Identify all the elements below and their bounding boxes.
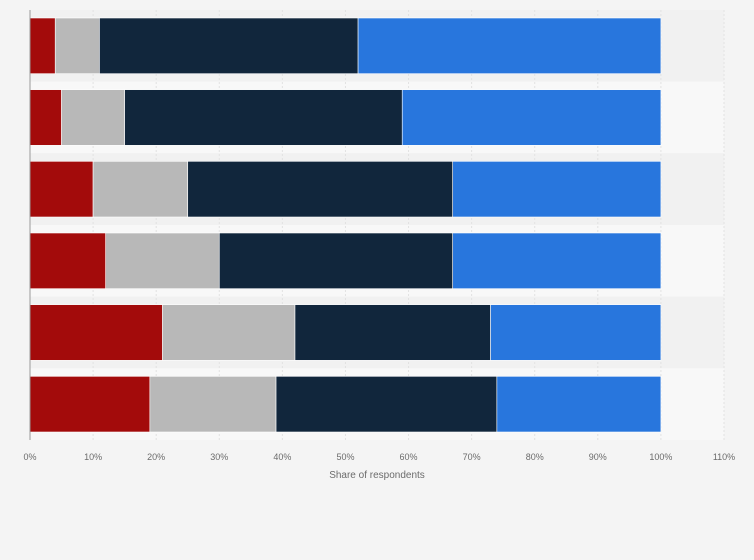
bar-segment-4: [496, 376, 662, 433]
row-bands: [30, 10, 724, 440]
bar-segment-2: [54, 17, 100, 74]
bar-segment-4: [490, 304, 662, 361]
x-tick-label: 80%: [526, 452, 544, 462]
bar-segment-3: [187, 161, 454, 218]
bar-segment-4: [452, 232, 662, 289]
x-tick-label: 60%: [400, 452, 418, 462]
x-tick-label: 90%: [589, 452, 607, 462]
x-tick-label: 70%: [463, 452, 481, 462]
bar-segment-3: [218, 232, 454, 289]
x-tick-label: 40%: [273, 452, 291, 462]
x-tick-label: 110%: [713, 452, 735, 462]
bar-segment-2: [105, 232, 220, 289]
bar-segment-3: [294, 304, 491, 361]
x-tick-label: 50%: [336, 452, 354, 462]
x-tick-labels: 0% 10% 20% 30% 40% 50% 60% 70% 80% 90% 100% 110%: [23, 452, 735, 462]
bar-segment-2: [61, 89, 125, 146]
bar-segment-2: [92, 161, 189, 218]
bar-segment-1: [29, 17, 56, 74]
bars: [29, 17, 662, 433]
bar-segment-4: [401, 89, 662, 146]
bar-segment-3: [275, 376, 498, 433]
bar-segment-1: [29, 304, 163, 361]
bar-segment-2: [162, 304, 296, 361]
bar-segment-1: [29, 376, 151, 433]
bar-segment-1: [29, 89, 62, 146]
bar-segment-4: [452, 161, 662, 218]
bar-segment-1: [29, 232, 107, 289]
x-tick-label: 20%: [147, 452, 165, 462]
x-tick-label: 100%: [649, 452, 672, 462]
bar-segment-3: [124, 89, 403, 146]
bar-segment-3: [99, 17, 359, 74]
x-tick-label: 30%: [210, 452, 228, 462]
x-tick-label: 0%: [23, 452, 36, 462]
bar-segment-4: [357, 17, 662, 74]
bar-segment-2: [149, 376, 277, 433]
bar-segment-1: [29, 161, 94, 218]
x-tick-label: 10%: [84, 452, 102, 462]
x-axis-title: Share of respondents: [329, 470, 425, 481]
